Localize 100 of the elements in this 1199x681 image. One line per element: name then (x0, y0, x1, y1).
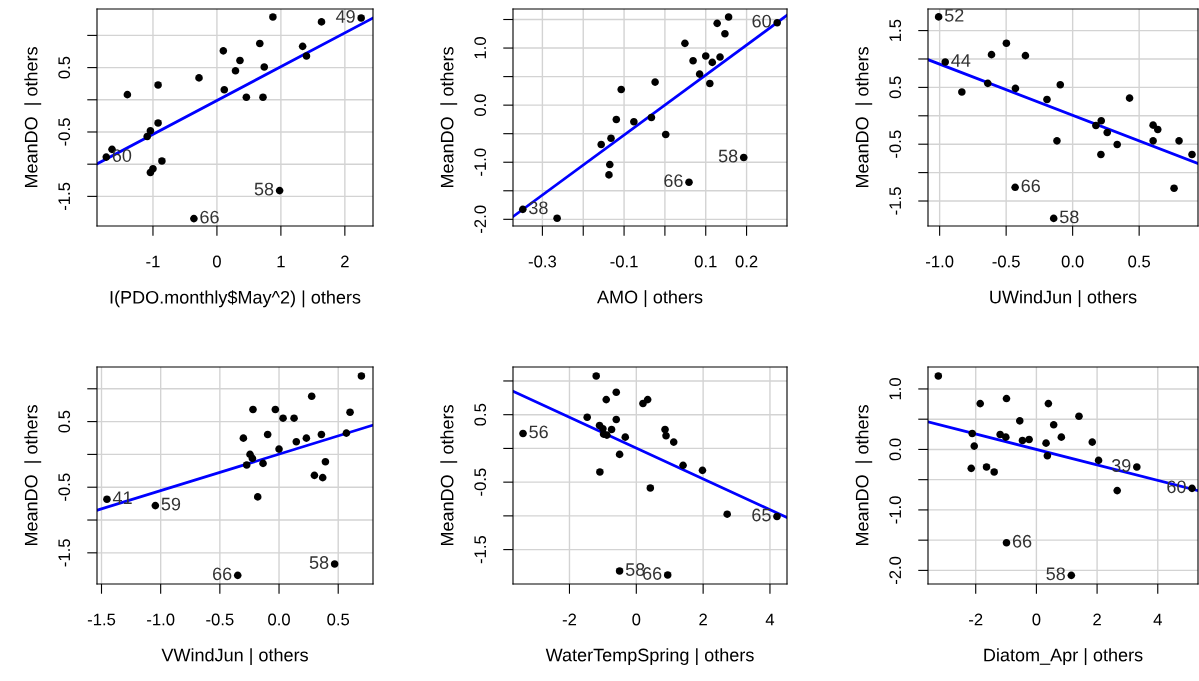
x-tick-label: 0 (212, 255, 221, 268)
point (260, 63, 269, 71)
point (318, 473, 327, 482)
x-axis-title: VWindJun | others (161, 648, 308, 666)
point (661, 130, 670, 139)
x-tick-label: -0.5 (992, 255, 1020, 268)
y-axis-title: MeanDO | others (855, 405, 873, 546)
point (271, 405, 280, 414)
point (1097, 116, 1106, 125)
point (259, 93, 267, 102)
point (275, 445, 283, 453)
point (158, 157, 166, 165)
x-tick-label: -0.1 (610, 255, 638, 268)
point (662, 432, 670, 440)
point (219, 47, 228, 55)
x-axis-title: WaterTempSpring | others (545, 648, 754, 666)
point (723, 510, 731, 518)
point (357, 14, 365, 22)
point (519, 429, 527, 438)
point (195, 74, 203, 82)
point (242, 461, 251, 469)
point (248, 454, 257, 463)
point (236, 56, 244, 65)
x-tick-label: -1.5 (87, 613, 116, 626)
y-tick-label: 0.5 (58, 410, 71, 433)
point (1188, 484, 1196, 493)
point (1075, 412, 1083, 421)
point (220, 86, 229, 94)
x-tick-label: 0.1 (694, 255, 717, 268)
annotation: 60 (752, 14, 771, 28)
point (1002, 394, 1011, 403)
annotation: 56 (529, 425, 548, 439)
annotation: 66 (200, 210, 219, 224)
point (154, 119, 162, 127)
point (646, 484, 655, 492)
point (1103, 128, 1112, 137)
point (643, 395, 652, 404)
point (721, 29, 729, 38)
point (1153, 125, 1162, 134)
point (102, 153, 111, 161)
annotation: 66 (642, 567, 662, 580)
x-tick-label: -0.3 (528, 255, 557, 268)
point (612, 415, 621, 424)
annotation: 66 (213, 567, 232, 581)
point (317, 430, 326, 439)
point (698, 466, 707, 475)
point (592, 372, 601, 380)
point (1133, 463, 1141, 471)
point (357, 372, 366, 380)
point (1049, 421, 1058, 429)
point (1088, 438, 1097, 446)
annotation: 66 (664, 174, 683, 188)
point (1043, 451, 1052, 460)
point (1018, 436, 1027, 445)
x-tick-label: -1.0 (147, 613, 175, 626)
x-axis-title: I(PDO.monthly$May^2) | others (110, 290, 361, 308)
point (607, 134, 615, 142)
point (716, 53, 724, 61)
y-tick-label: -0.5 (474, 468, 487, 496)
point (669, 438, 678, 446)
point (617, 85, 626, 94)
x-tick-label: 0.2 (735, 255, 758, 268)
point (934, 372, 943, 380)
point (983, 79, 992, 88)
point (317, 18, 326, 26)
point (615, 450, 624, 459)
point (310, 471, 319, 480)
point (1002, 539, 1011, 547)
point (239, 434, 248, 442)
y-tick-label: 0.5 (474, 403, 487, 426)
point (346, 408, 354, 417)
point (302, 52, 311, 60)
point (612, 115, 621, 124)
point (605, 171, 613, 179)
annotation: 58 (625, 563, 645, 576)
point (1170, 184, 1178, 193)
x-tick-label: 4 (1153, 613, 1162, 626)
y-axis-title: MeanDO | others (440, 47, 458, 188)
point (583, 413, 591, 421)
point (1015, 417, 1024, 425)
point (663, 571, 672, 579)
point (553, 214, 561, 223)
point (190, 214, 198, 223)
point (298, 42, 307, 51)
point (987, 50, 996, 59)
annotation: 58 (1059, 210, 1079, 224)
annotation: 66 (1012, 534, 1032, 548)
point (269, 13, 277, 21)
y-axis-title: MeanDO | others (440, 405, 458, 546)
point (968, 429, 977, 438)
point (621, 433, 630, 441)
point (307, 392, 316, 401)
point (1002, 433, 1010, 441)
point (607, 425, 616, 434)
y-tick-label: -0.5 (58, 118, 71, 146)
point (103, 495, 111, 504)
annotation: 60 (112, 149, 132, 162)
point (290, 414, 298, 422)
y-axis-title: MeanDO | others (855, 47, 873, 188)
point (233, 571, 242, 580)
